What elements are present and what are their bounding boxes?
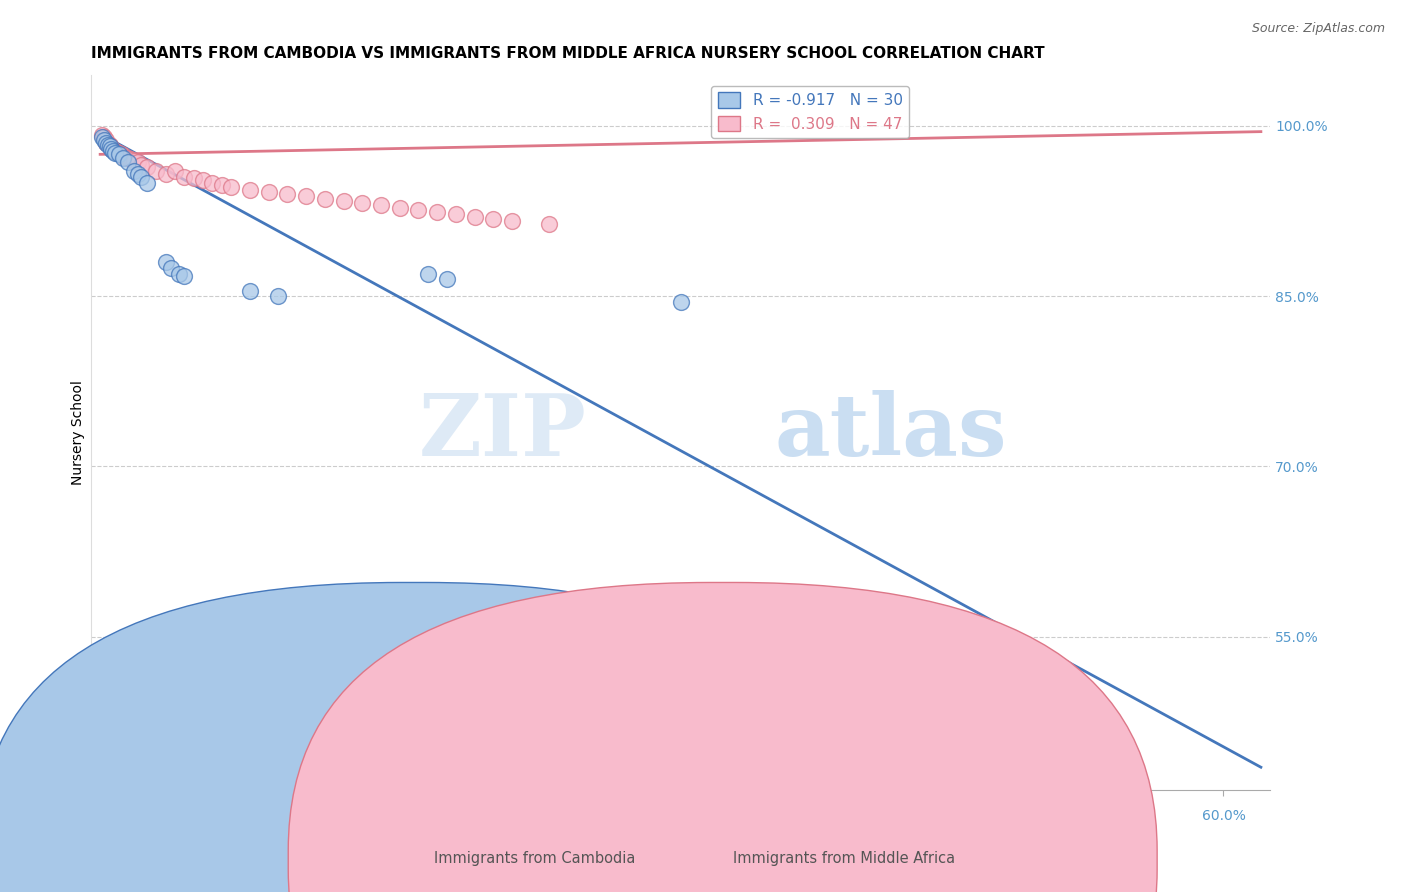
Point — [108, 146, 131, 161]
Point — [105, 145, 128, 159]
Point — [482, 212, 505, 227]
Point — [388, 201, 411, 215]
Point — [1119, 746, 1142, 760]
Point — [352, 196, 374, 211]
Point — [370, 198, 392, 212]
Text: atlas: atlas — [775, 391, 1007, 475]
Point — [332, 194, 354, 208]
Point — [98, 139, 121, 153]
Text: ZIP: ZIP — [419, 391, 586, 475]
Point — [97, 137, 120, 152]
Point — [117, 155, 139, 169]
Text: Immigrants from Middle Africa: Immigrants from Middle Africa — [733, 851, 955, 865]
Point — [211, 178, 233, 192]
Point — [121, 153, 143, 167]
Point — [111, 148, 134, 162]
Point — [108, 147, 131, 161]
Point — [136, 160, 159, 174]
Point — [464, 210, 486, 224]
Point — [120, 152, 142, 166]
Point — [93, 132, 115, 146]
Point — [127, 167, 149, 181]
Point — [103, 144, 125, 158]
Point — [201, 176, 224, 190]
Text: IMMIGRANTS FROM CAMBODIA VS IMMIGRANTS FROM MIDDLE AFRICA NURSERY SCHOOL CORRELA: IMMIGRANTS FROM CAMBODIA VS IMMIGRANTS F… — [91, 46, 1045, 62]
Point — [100, 142, 122, 156]
Point — [127, 155, 149, 169]
Point — [117, 151, 139, 165]
Point — [155, 255, 177, 269]
Point — [94, 136, 117, 150]
Point — [191, 173, 214, 187]
Point — [167, 267, 190, 281]
Point — [669, 294, 692, 309]
Point — [408, 202, 430, 217]
Legend: R = -0.917   N = 30, R =  0.309   N = 47: R = -0.917 N = 30, R = 0.309 N = 47 — [711, 87, 908, 138]
Point — [94, 136, 117, 150]
Point — [416, 267, 439, 281]
Point — [103, 143, 125, 157]
Point — [145, 164, 167, 178]
Point — [155, 167, 177, 181]
Point — [110, 147, 132, 161]
Point — [501, 214, 523, 228]
Point — [98, 138, 121, 153]
Point — [104, 146, 127, 161]
Point — [444, 207, 467, 221]
Point — [173, 268, 195, 283]
Point — [239, 182, 262, 196]
Point — [91, 130, 114, 145]
Point — [426, 205, 449, 219]
Point — [894, 714, 917, 729]
Point — [276, 187, 298, 202]
Point — [98, 139, 121, 153]
Point — [122, 154, 145, 169]
Point — [131, 169, 153, 184]
Point — [93, 130, 115, 145]
Point — [94, 132, 117, 146]
Point — [97, 138, 120, 153]
Point — [100, 142, 122, 156]
Point — [267, 289, 290, 303]
Point — [538, 217, 561, 231]
Text: Source: ZipAtlas.com: Source: ZipAtlas.com — [1251, 22, 1385, 36]
Point — [219, 180, 242, 194]
Point — [314, 192, 336, 206]
Point — [163, 164, 186, 178]
Point — [131, 157, 153, 171]
Point — [122, 164, 145, 178]
Point — [160, 260, 183, 275]
Point — [183, 171, 205, 186]
Point — [114, 150, 136, 164]
Point — [239, 284, 262, 298]
Point — [91, 128, 114, 142]
Point — [111, 151, 134, 165]
Point — [104, 144, 127, 158]
Point — [295, 189, 318, 203]
Text: Immigrants from Cambodia: Immigrants from Cambodia — [433, 851, 636, 865]
Point — [436, 272, 458, 286]
Point — [136, 176, 159, 190]
Point — [257, 185, 280, 199]
Point — [173, 169, 195, 184]
Text: 60.0%: 60.0% — [1202, 809, 1246, 823]
Y-axis label: Nursery School: Nursery School — [72, 380, 86, 485]
